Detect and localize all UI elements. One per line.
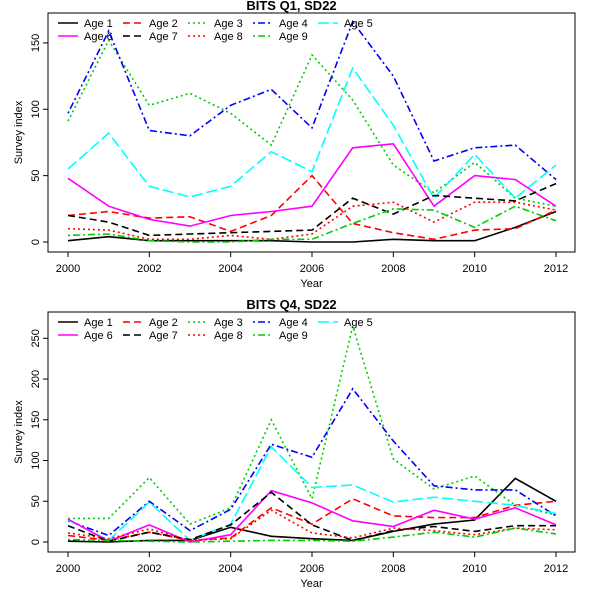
- legend-entry: Age 1: [84, 18, 113, 30]
- legend-entry: Age 5: [344, 18, 373, 30]
- x-tick-label: 2010: [462, 563, 486, 575]
- series-lines: [67, 20, 557, 243]
- series-line-age-2: [67, 497, 557, 542]
- chart-panel-q4: BITS Q4, SD22 Year Survey index 2000 2002…: [13, 297, 576, 590]
- x-tick-label: 2012: [544, 263, 568, 275]
- series-line-age-5: [67, 66, 557, 200]
- x-ticks: 2000 2002 2004 2006 2008 2010 2012: [56, 552, 568, 575]
- legend-entry: Age 5: [344, 317, 373, 329]
- y-axis-label: Survey index: [13, 400, 25, 464]
- x-tick-label: 2008: [381, 563, 405, 575]
- x-tick-label: 2012: [544, 563, 568, 575]
- legend-entry: Age 9: [279, 31, 308, 43]
- series-line-age-3: [67, 38, 557, 207]
- y-tick-label: 250: [30, 329, 42, 347]
- y-tick-label: 50: [30, 495, 42, 507]
- legend-entry: Age 2: [149, 18, 178, 30]
- legend-entry: Age 2: [149, 317, 178, 329]
- plot-frame: [47, 311, 576, 553]
- x-ticks: 2000 2002 2004 2006 2008 2010 2012: [56, 252, 568, 275]
- series-line-age-7: [67, 182, 557, 237]
- legend: Age 1 Age 2 Age 3 Age 4 Age 5 Age 6 Age 7 Age 8…: [58, 317, 373, 342]
- legend-entry: Age 6: [84, 31, 113, 43]
- y-tick-label: 150: [30, 411, 42, 429]
- x-tick-label: 2006: [300, 563, 324, 575]
- series-line-age-8: [67, 201, 557, 241]
- legend-entry: Age 8: [214, 330, 243, 342]
- legend-entry: Age 1: [84, 317, 113, 329]
- series-line-age-6: [67, 142, 557, 227]
- chart-panel-q1: BITS Q1, SD22 Year Survey index 2000 2002…: [13, 0, 576, 290]
- x-tick-label: 2006: [300, 263, 324, 275]
- x-tick-label: 2002: [137, 263, 161, 275]
- series-line-age-7: [67, 491, 556, 543]
- y-tick-label: 0: [30, 539, 42, 545]
- chart-title: BITS Q4, SD22: [246, 297, 336, 312]
- chart-title: BITS Q1, SD22: [246, 0, 336, 13]
- legend-entry: Age 3: [214, 18, 243, 30]
- y-tick-label: 50: [30, 170, 42, 182]
- legend-entry: Age 9: [279, 330, 308, 342]
- x-tick-label: 2000: [56, 263, 80, 275]
- series-lines: [67, 323, 557, 543]
- legend-entry: Age 7: [149, 330, 178, 342]
- x-axis-label: Year: [300, 578, 323, 590]
- x-tick-label: 2010: [462, 263, 486, 275]
- series-line-age-3: [68, 323, 557, 526]
- x-tick-label: 2004: [218, 263, 242, 275]
- x-tick-label: 2008: [381, 263, 405, 275]
- series-line-age-4: [67, 20, 557, 181]
- legend-entry: Age 8: [214, 31, 243, 43]
- y-tick-label: 150: [30, 34, 42, 52]
- series-line-age-4: [67, 387, 557, 537]
- legend-entry: Age 7: [149, 31, 178, 43]
- legend-entry: Age 6: [84, 330, 113, 342]
- y-tick-label: 100: [30, 451, 42, 469]
- series-line-age-9: [67, 527, 557, 543]
- series-line-age-9: [67, 205, 557, 243]
- series-line-age-6: [67, 489, 557, 543]
- x-tick-label: 2002: [137, 563, 161, 575]
- legend-entry: Age 3: [214, 317, 243, 329]
- legend-entry: Age 4: [279, 18, 308, 30]
- y-ticks: 0 50 100 150 200 250: [30, 329, 48, 545]
- y-tick-label: 200: [30, 370, 42, 388]
- legend-entry: Age 4: [279, 317, 308, 329]
- y-tick-label: 100: [30, 100, 42, 118]
- series-line-age-2: [67, 174, 557, 241]
- y-tick-label: 0: [30, 239, 42, 245]
- x-tick-label: 2000: [56, 563, 80, 575]
- y-axis-label: Survey index: [13, 100, 25, 164]
- legend: Age 1 Age 2 Age 3 Age 4 Age 5 Age 6 Age 7 Age 8…: [58, 18, 373, 43]
- x-tick-label: 2004: [218, 563, 242, 575]
- series-line-age-8: [67, 509, 557, 542]
- series-line-age-5: [67, 445, 557, 542]
- x-axis-label: Year: [300, 278, 323, 290]
- y-ticks: 0 50 100 150: [30, 34, 48, 245]
